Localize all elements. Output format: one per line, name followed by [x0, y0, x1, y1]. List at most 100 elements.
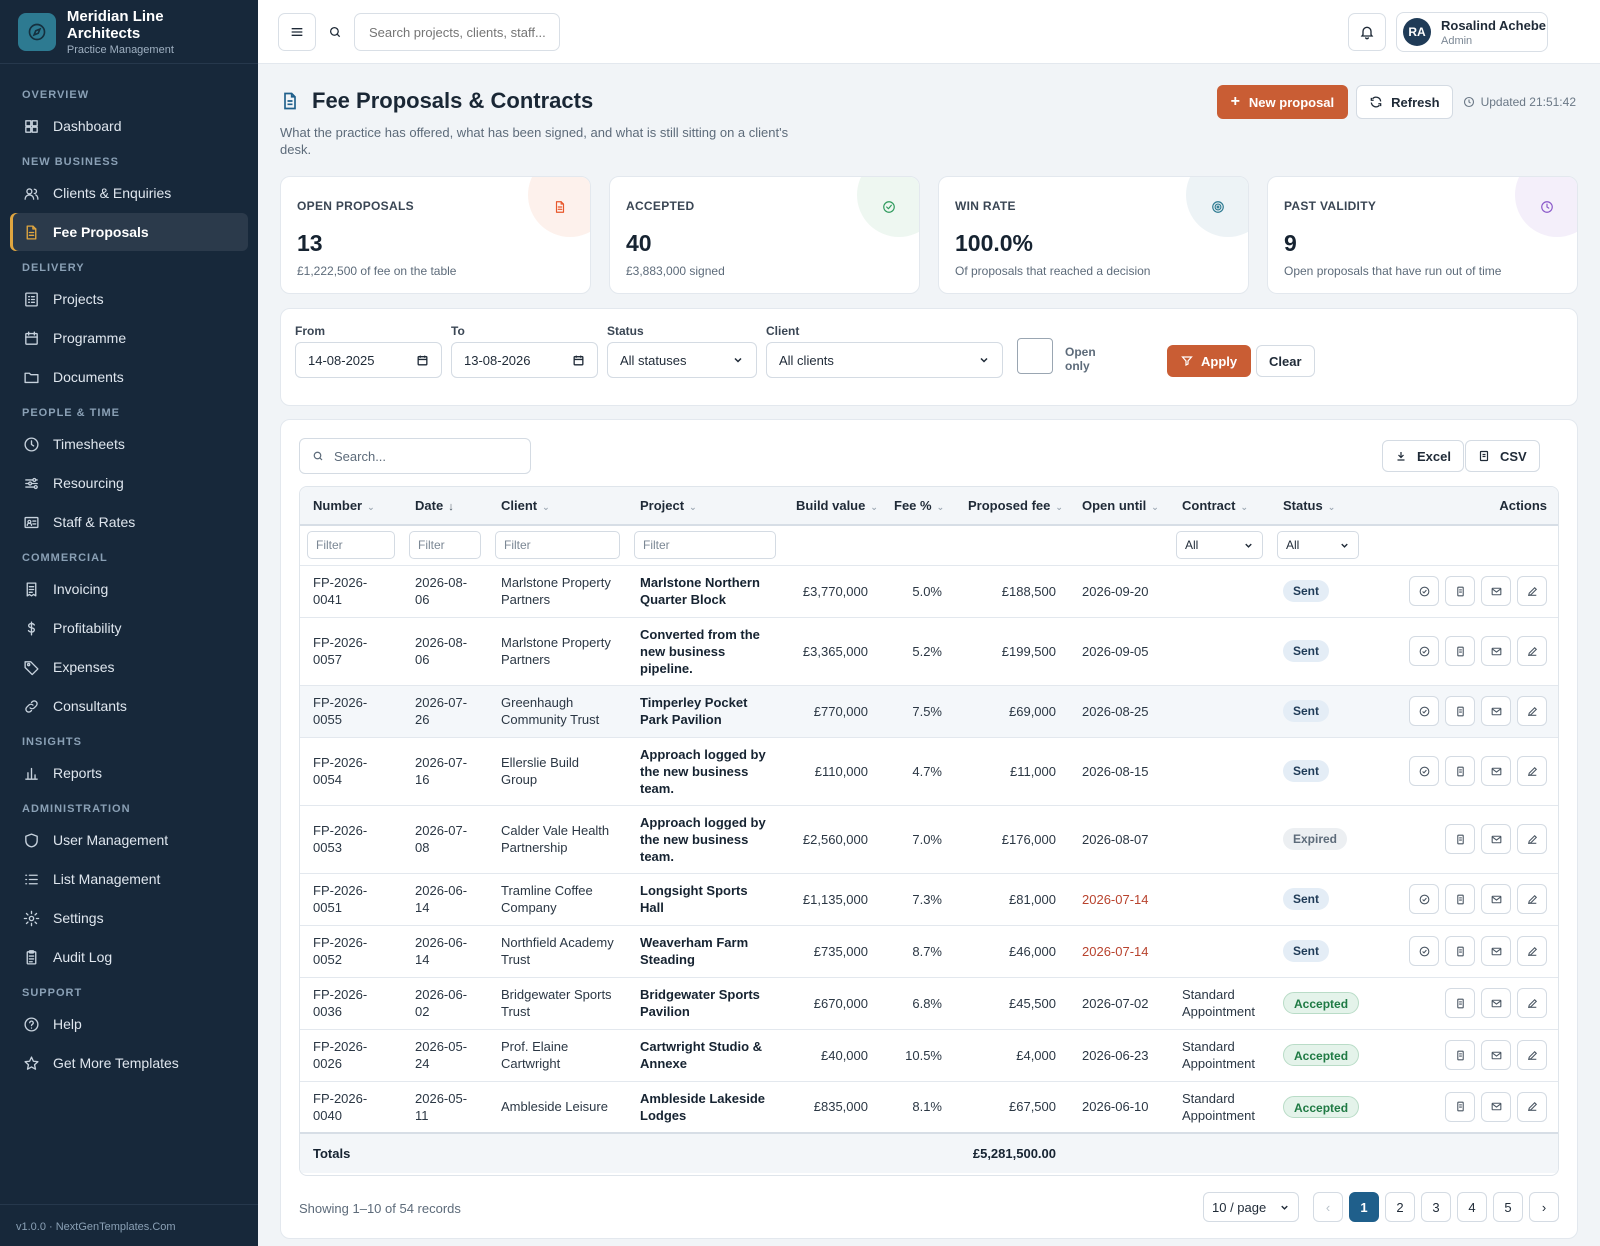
- column-filter-input[interactable]: Filter: [634, 531, 776, 560]
- column-filter-input[interactable]: Filter: [307, 531, 395, 560]
- email-button[interactable]: [1481, 1040, 1511, 1070]
- sidebar-item-consultants[interactable]: Consultants: [10, 687, 248, 725]
- print-button[interactable]: [1445, 756, 1475, 786]
- status-select[interactable]: All statuses: [607, 342, 757, 378]
- table-row[interactable]: FP-2026-0052 2026-06-14 Northfield Academy…: [300, 925, 1558, 978]
- table-row[interactable]: FP-2026-0026 2026-05-24 Prof. Elaine Cartw…: [300, 1029, 1558, 1082]
- sidebar-item-clients-enquiries[interactable]: Clients & Enquiries: [10, 174, 248, 212]
- table-row[interactable]: FP-2026-0053 2026-07-08 Calder Vale Health…: [300, 805, 1558, 874]
- column-filter-input[interactable]: Filter: [495, 531, 620, 560]
- user-menu[interactable]: RA Rosalind Achebe Admin: [1396, 12, 1548, 52]
- table-row[interactable]: FP-2026-0051 2026-06-14 Tramline Coffee Co…: [300, 873, 1558, 926]
- edit-button[interactable]: [1517, 1091, 1547, 1122]
- column-header[interactable]: Contract ⌄: [1169, 487, 1270, 526]
- sidebar-item-staff-rates[interactable]: Staff & Rates: [10, 503, 248, 541]
- column-header[interactable]: Fee % ⌄: [881, 487, 955, 526]
- apply-filters-button[interactable]: Apply: [1167, 345, 1252, 377]
- edit-button[interactable]: [1517, 636, 1547, 666]
- mark-accepted-button[interactable]: [1409, 576, 1439, 606]
- page-button[interactable]: 2: [1385, 1192, 1415, 1222]
- mark-accepted-button[interactable]: [1409, 756, 1439, 786]
- column-header[interactable]: Number ⌄: [300, 487, 402, 526]
- mark-accepted-button[interactable]: [1409, 696, 1439, 726]
- proposal-number[interactable]: FP-2026-0040: [300, 1081, 402, 1134]
- page-button[interactable]: 4: [1457, 1192, 1487, 1222]
- sidebar-item-expenses[interactable]: Expenses: [10, 648, 248, 686]
- column-header[interactable]: Project ⌄: [627, 487, 783, 526]
- email-button[interactable]: [1481, 936, 1511, 966]
- sidebar-item-audit-log[interactable]: Audit Log: [10, 938, 248, 976]
- clear-filters-button[interactable]: Clear: [1256, 345, 1315, 377]
- sidebar-item-settings[interactable]: Settings: [10, 899, 248, 937]
- sidebar-item-get-more-templates[interactable]: Get More Templates: [10, 1044, 248, 1082]
- table-row[interactable]: FP-2026-0041 2026-08-06 Marlstone Property…: [300, 565, 1558, 618]
- edit-button[interactable]: [1517, 936, 1547, 966]
- sidebar-item-fee-proposals[interactable]: Fee Proposals: [10, 213, 248, 251]
- proposal-number[interactable]: FP-2026-0036: [300, 977, 402, 1030]
- print-button[interactable]: [1445, 576, 1475, 606]
- email-button[interactable]: [1481, 824, 1511, 854]
- proposal-number[interactable]: FP-2026-0054: [300, 737, 402, 806]
- edit-button[interactable]: [1517, 824, 1547, 854]
- print-button[interactable]: [1445, 1091, 1475, 1122]
- edit-button[interactable]: [1517, 696, 1547, 726]
- print-button[interactable]: [1445, 988, 1475, 1018]
- email-button[interactable]: [1481, 636, 1511, 666]
- print-button[interactable]: [1445, 1040, 1475, 1070]
- print-button[interactable]: [1445, 696, 1475, 726]
- mark-accepted-button[interactable]: [1409, 936, 1439, 966]
- sidebar-item-user-management[interactable]: User Management: [10, 821, 248, 859]
- sidebar-item-help[interactable]: Help: [10, 1005, 248, 1043]
- email-button[interactable]: [1481, 988, 1511, 1018]
- column-header[interactable]: Build value ⌄: [783, 487, 881, 526]
- page-button[interactable]: 1: [1349, 1192, 1379, 1222]
- table-row[interactable]: FP-2026-0036 2026-06-02 Bridgewater Sports…: [300, 977, 1558, 1030]
- email-button[interactable]: [1481, 1091, 1511, 1122]
- new-proposal-button[interactable]: + New proposal: [1216, 85, 1349, 119]
- refresh-button[interactable]: Refresh: [1356, 85, 1453, 119]
- edit-button[interactable]: [1517, 884, 1547, 914]
- table-search[interactable]: Search...: [299, 438, 531, 474]
- column-filter-select[interactable]: All: [1176, 531, 1263, 560]
- sidebar-item-list-management[interactable]: List Management: [10, 860, 248, 898]
- table-row[interactable]: FP-2026-0054 2026-07-16 Ellerslie Build Gr…: [300, 737, 1558, 806]
- client-select[interactable]: All clients: [766, 342, 1003, 378]
- page-size-select[interactable]: 10 / page: [1203, 1192, 1299, 1222]
- prev-page-button[interactable]: ‹: [1313, 1192, 1343, 1222]
- email-button[interactable]: [1481, 696, 1511, 726]
- email-button[interactable]: [1481, 884, 1511, 914]
- notifications-button[interactable]: [1348, 13, 1386, 51]
- proposal-number[interactable]: FP-2026-0051: [300, 873, 402, 926]
- menu-toggle-button[interactable]: [278, 13, 316, 51]
- column-header[interactable]: Status ⌄: [1270, 487, 1366, 526]
- table-row[interactable]: FP-2026-0040 2026-05-11 Ambleside Leisure A…: [300, 1081, 1558, 1134]
- brand[interactable]: Meridian Line Architects Practice Manage…: [0, 0, 258, 64]
- column-header[interactable]: Client ⌄: [488, 487, 627, 526]
- edit-button[interactable]: [1517, 1040, 1547, 1070]
- proposal-number[interactable]: FP-2026-0026: [300, 1029, 402, 1082]
- sidebar-item-profitability[interactable]: Profitability: [10, 609, 248, 647]
- to-date-input[interactable]: 13-08-2026: [451, 342, 598, 378]
- from-date-input[interactable]: 14-08-2025: [295, 342, 442, 378]
- edit-button[interactable]: [1517, 576, 1547, 606]
- sidebar-item-documents[interactable]: Documents: [10, 358, 248, 396]
- table-row[interactable]: FP-2026-0055 2026-07-26 Greenhaugh Communi…: [300, 685, 1558, 738]
- sidebar-item-invoicing[interactable]: Invoicing: [10, 570, 248, 608]
- print-button[interactable]: [1445, 884, 1475, 914]
- sidebar-item-projects[interactable]: Projects: [10, 280, 248, 318]
- next-page-button[interactable]: ›: [1529, 1192, 1559, 1222]
- global-search-input[interactable]: [354, 13, 560, 51]
- sidebar-item-timesheets[interactable]: Timesheets: [10, 425, 248, 463]
- page-button[interactable]: 3: [1421, 1192, 1451, 1222]
- sidebar-item-reports[interactable]: Reports: [10, 754, 248, 792]
- proposal-number[interactable]: FP-2026-0053: [300, 805, 402, 874]
- export-excel-button[interactable]: Excel: [1382, 440, 1464, 472]
- sidebar-item-resourcing[interactable]: Resourcing: [10, 464, 248, 502]
- proposal-number[interactable]: FP-2026-0041: [300, 565, 402, 618]
- table-row[interactable]: FP-2026-0057 2026-08-06 Marlstone Property…: [300, 617, 1558, 686]
- open-only-checkbox[interactable]: [1017, 338, 1053, 374]
- column-header[interactable]: Date ↓: [402, 487, 488, 526]
- email-button[interactable]: [1481, 576, 1511, 606]
- print-button[interactable]: [1445, 936, 1475, 966]
- print-button[interactable]: [1445, 636, 1475, 666]
